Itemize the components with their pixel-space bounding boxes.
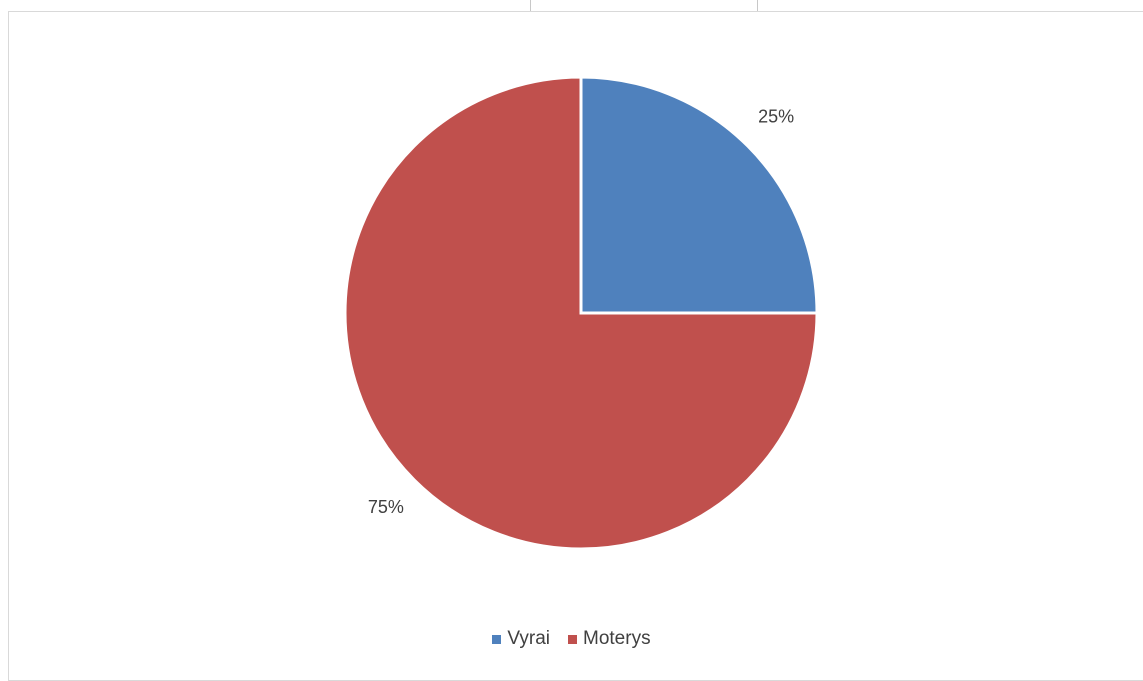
legend-label: Vyrai: [507, 628, 550, 649]
data-label-moterys: 75%: [368, 497, 404, 517]
gridline: [530, 0, 531, 12]
pie-data-labels: 25% 75%: [368, 107, 794, 517]
pie-slices: [343, 75, 819, 551]
chart-legend: Vyrai Moterys: [0, 628, 1143, 650]
gridline: [757, 0, 758, 12]
pie-slice-vyrai[interactable]: [579, 75, 819, 315]
sheet-gridlines: [0, 0, 1143, 12]
legend-swatch: [492, 634, 502, 644]
legend-label: Moterys: [583, 628, 651, 649]
legend-item-vyrai: Vyrai: [492, 628, 550, 650]
legend-swatch: [568, 634, 577, 644]
legend-item-moterys: Moterys: [568, 628, 651, 650]
pie-slice-moterys[interactable]: [343, 75, 819, 551]
data-label-vyrai: 25%: [758, 107, 794, 127]
